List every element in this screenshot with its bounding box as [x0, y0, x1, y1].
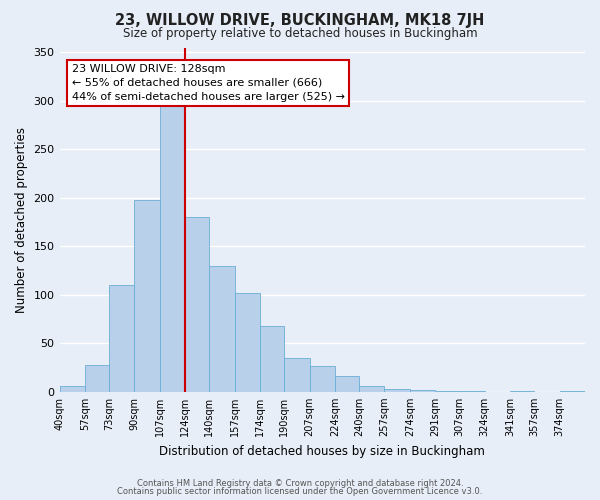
Bar [134, 200, 160, 392]
Text: Contains public sector information licensed under the Open Government Licence v3: Contains public sector information licen… [118, 487, 482, 496]
Bar [410, 390, 435, 392]
Bar [209, 266, 235, 392]
Bar [235, 293, 260, 392]
Bar [310, 366, 335, 392]
Text: 23, WILLOW DRIVE, BUCKINGHAM, MK18 7JH: 23, WILLOW DRIVE, BUCKINGHAM, MK18 7JH [115, 12, 485, 28]
Bar [160, 106, 185, 392]
Bar [459, 391, 485, 392]
Bar [284, 358, 310, 392]
Bar [335, 376, 359, 392]
Bar [359, 386, 385, 392]
Text: Contains HM Land Registry data © Crown copyright and database right 2024.: Contains HM Land Registry data © Crown c… [137, 478, 463, 488]
Bar [435, 391, 459, 392]
Text: 23 WILLOW DRIVE: 128sqm
← 55% of detached houses are smaller (666)
44% of semi-d: 23 WILLOW DRIVE: 128sqm ← 55% of detache… [71, 64, 344, 102]
Y-axis label: Number of detached properties: Number of detached properties [15, 126, 28, 312]
Bar [260, 326, 284, 392]
Bar [385, 389, 410, 392]
Bar [85, 364, 109, 392]
Bar [560, 391, 585, 392]
Bar [185, 217, 209, 392]
Bar [59, 386, 85, 392]
Bar [510, 391, 534, 392]
Text: Size of property relative to detached houses in Buckingham: Size of property relative to detached ho… [122, 28, 478, 40]
X-axis label: Distribution of detached houses by size in Buckingham: Distribution of detached houses by size … [160, 444, 485, 458]
Bar [109, 285, 134, 392]
